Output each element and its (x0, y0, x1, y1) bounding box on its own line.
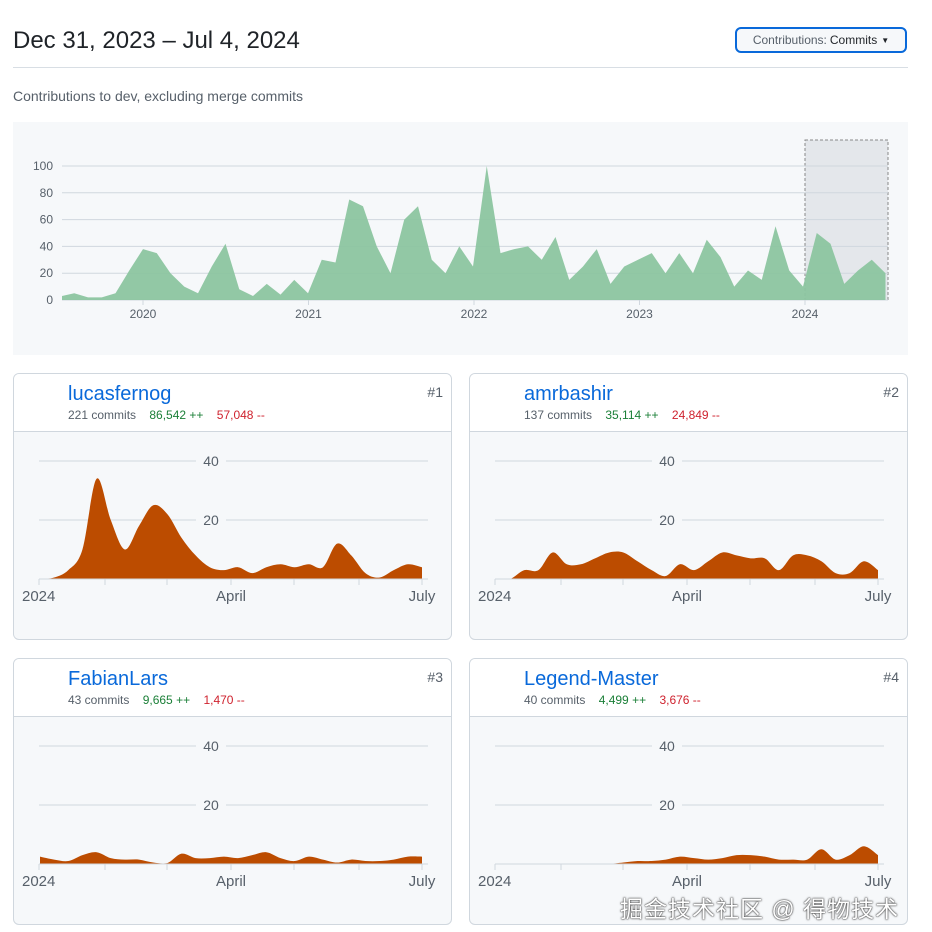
contributor-username-link[interactable]: amrbashir (524, 383, 613, 405)
contributor-card: Legend-Master 40 commits 4,499 ++ 3,676 … (469, 658, 908, 925)
contributor-username-link[interactable]: Legend-Master (524, 668, 659, 690)
contributor-area (609, 846, 878, 864)
contributor-rank: #1 (427, 384, 443, 400)
contributor-rank: #3 (427, 669, 443, 685)
overview-area (62, 166, 886, 300)
y-tick-label: 80 (40, 186, 54, 200)
contributor-area (40, 852, 422, 864)
avatar[interactable] (478, 667, 516, 705)
contributor-card-header: Legend-Master 40 commits 4,499 ++ 3,676 … (470, 659, 907, 717)
contributor-chart[interactable]: 20 40 2024 April July (470, 431, 908, 640)
deletions-count: 24,849 -- (671, 408, 720, 422)
x-tick-label: 2024 (22, 873, 55, 890)
contributor-card: lucasfernog 221 commits 86,542 ++ 57,048… (13, 373, 452, 640)
x-tick-label: 2020 (130, 307, 157, 321)
deletions-count: 57,048 -- (216, 408, 265, 422)
x-tick-label: 2021 (295, 307, 322, 321)
additions-count: 4,499 ++ (598, 693, 647, 707)
additions-count: 9,665 ++ (142, 693, 191, 707)
x-tick-label: July (865, 873, 892, 890)
additions-count: 35,114 ++ (605, 408, 659, 422)
x-tick-label: 2024 (478, 873, 511, 890)
divider (13, 67, 908, 68)
avatar[interactable] (22, 382, 60, 420)
y-tick-label: 40 (659, 738, 675, 754)
caret-down-icon: ▼ (881, 35, 890, 45)
commit-count-link[interactable]: 40 commits (524, 693, 586, 707)
x-tick-label: July (409, 873, 436, 890)
contributor-stats: 221 commits 86,542 ++ 57,048 -- (68, 408, 265, 422)
contributor-rank: #4 (883, 669, 899, 685)
deletions-count: 1,470 -- (203, 693, 245, 707)
contributor-chart[interactable]: 20 40 2024 April July (14, 431, 452, 640)
avatar[interactable] (478, 382, 516, 420)
y-tick-label: 0 (46, 293, 53, 307)
contributor-card: FabianLars 43 commits 9,665 ++ 1,470 -- … (13, 658, 452, 925)
deletions-count: 3,676 -- (659, 693, 701, 707)
x-tick-label: July (865, 588, 892, 605)
y-tick-label: 20 (659, 797, 675, 813)
overview-chart-svg[interactable]: 0 20 40 60 80 100 2020 2021 2022 2023 2024 (13, 122, 908, 355)
x-tick-label: April (672, 588, 702, 605)
contributor-username-link[interactable]: lucasfernog (68, 383, 172, 405)
date-range-title: Dec 31, 2023 – Jul 4, 2024 (13, 27, 300, 54)
subtitle: Contributions to dev, excluding merge co… (13, 88, 303, 104)
contributor-chart[interactable]: 20 40 2024 April July (470, 716, 908, 925)
dropdown-prefix: Contributions: (752, 33, 827, 47)
y-tick-label: 20 (203, 797, 219, 813)
contributor-stats: 137 commits 35,114 ++ 24,849 -- (524, 408, 720, 422)
contributor-card-header: lucasfernog 221 commits 86,542 ++ 57,048… (14, 374, 451, 432)
contributor-chart[interactable]: 20 40 2024 April July (14, 716, 452, 925)
y-tick-label: 60 (40, 213, 54, 227)
contributor-stats: 40 commits 4,499 ++ 3,676 -- (524, 693, 701, 707)
y-tick-label: 20 (659, 512, 675, 528)
contributor-area (496, 551, 878, 579)
contributor-card: amrbashir 137 commits 35,114 ++ 24,849 -… (469, 373, 908, 640)
commit-count-link[interactable]: 137 commits (524, 408, 593, 422)
contributor-card-header: amrbashir 137 commits 35,114 ++ 24,849 -… (470, 374, 907, 432)
y-tick-label: 20 (40, 266, 54, 280)
contributor-card-header: FabianLars 43 commits 9,665 ++ 1,470 -- … (14, 659, 451, 717)
x-tick-label: 2024 (792, 307, 819, 321)
overview-chart[interactable]: 0 20 40 60 80 100 2020 2021 2022 2023 2024 (13, 122, 908, 355)
commit-count-link[interactable]: 43 commits (68, 693, 130, 707)
avatar[interactable] (22, 667, 60, 705)
y-tick-label: 40 (203, 738, 219, 754)
contributor-rank: #2 (883, 384, 899, 400)
commit-count-link[interactable]: 221 commits (68, 408, 137, 422)
y-tick-label: 100 (33, 159, 53, 173)
y-tick-label: 40 (203, 453, 219, 469)
x-tick-label: April (216, 873, 246, 890)
x-tick-label: April (216, 588, 246, 605)
x-tick-label: 2023 (626, 307, 653, 321)
watermark: 掘金技术社区 @ 得物技术 (620, 896, 900, 922)
contributor-stats: 43 commits 9,665 ++ 1,470 -- (68, 693, 245, 707)
x-tick-label: 2022 (461, 307, 488, 321)
y-tick-label: 20 (203, 512, 219, 528)
contributor-area (40, 478, 422, 579)
additions-count: 86,542 ++ (149, 408, 204, 422)
y-tick-label: 40 (659, 453, 675, 469)
y-tick-label: 40 (40, 239, 54, 253)
contributions-type-dropdown[interactable]: Contributions: Commits ▼ (735, 27, 907, 53)
contributor-username-link[interactable]: FabianLars (68, 668, 169, 690)
dropdown-value: Commits (829, 33, 878, 47)
x-tick-label: July (409, 588, 436, 605)
x-tick-label: 2024 (22, 588, 55, 605)
x-tick-label: April (672, 873, 702, 890)
x-tick-label: 2024 (478, 588, 511, 605)
